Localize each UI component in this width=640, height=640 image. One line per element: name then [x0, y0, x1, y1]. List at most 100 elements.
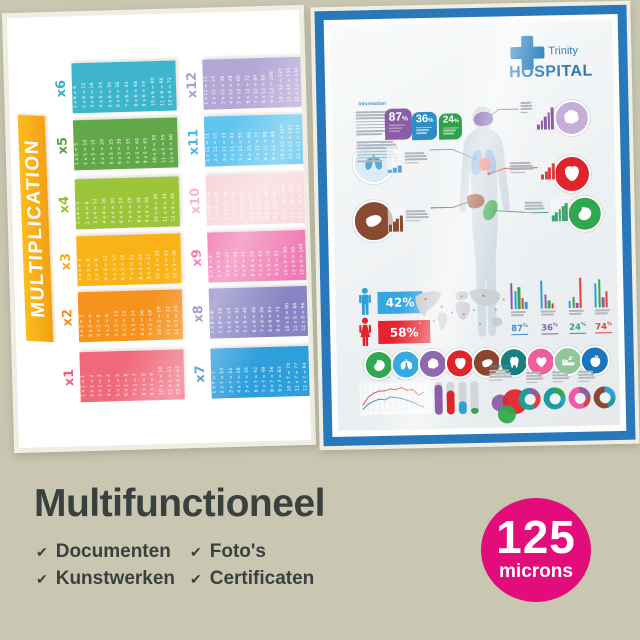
text-line [524, 207, 545, 210]
text-line [442, 129, 457, 132]
mini-bar [551, 163, 556, 180]
text-line [489, 369, 510, 372]
table-label: x3 [58, 252, 75, 271]
hospital-poster: Trinity HOSPITAL Information [314, 4, 636, 447]
equation: 3 x 9 = 27 [225, 251, 231, 278]
table-label: x7 [192, 364, 209, 383]
mini-bar [558, 209, 562, 222]
equation: 8 x 9 = 72 [266, 250, 273, 276]
stat-bar-label: 36% [541, 321, 559, 335]
mini-bar [397, 165, 402, 173]
text-line [404, 152, 425, 154]
equation: 8 x 8 = 64 [268, 306, 275, 332]
equation: 8 x 7 = 56 [270, 366, 276, 392]
heart-mini-chart [539, 158, 557, 180]
equation: 12 x 8 = 96 [301, 302, 308, 332]
equation: 1 x 3 = 3 [77, 258, 84, 282]
mini-bar [543, 116, 547, 130]
equation: 11 x 9 = 99 [291, 246, 298, 276]
text-line [568, 312, 582, 315]
text-line [578, 370, 594, 373]
mini-bar [544, 171, 548, 180]
equation: 2 x 2 = 4 [88, 314, 94, 338]
equation: 6 x 6 = 36 [116, 81, 122, 108]
equation: 6 x 12 = 72 [245, 74, 252, 104]
text-line [405, 216, 429, 219]
equation: 12 x 1 = 12 [176, 365, 182, 395]
equation: 7 x 10 = 70 [256, 190, 263, 220]
text-line [388, 130, 401, 133]
stat-bar-label: 87% [511, 322, 529, 336]
equation: 6 x 5 = 30 [117, 138, 124, 165]
equation: 12 x 12 = 144 [295, 67, 301, 103]
equation: 6 x 2 = 12 [122, 310, 129, 337]
text-line [388, 127, 402, 130]
thickness-badge: 125 microns [481, 498, 591, 602]
brain-circle [417, 348, 449, 380]
table-label: x1 [61, 368, 78, 387]
equation: 9 x 3 = 27 [146, 253, 153, 280]
text-line [510, 310, 526, 313]
feature-label: Kunstwerken [55, 568, 176, 589]
male-stat-value: 42% [385, 295, 415, 310]
tooth-icon [509, 356, 519, 368]
equation: 7 x 8 = 56 [260, 306, 266, 333]
stat-bar [578, 277, 582, 308]
equation: 1 x 12 = 12 [203, 75, 210, 105]
mini-bar [540, 120, 544, 130]
stat-bar [521, 297, 524, 310]
equation: 3 x 12 = 36 [220, 75, 227, 105]
equation: 4 x 5 = 20 [100, 138, 107, 165]
multiplication-title-banner: MULTIPLICATION [17, 114, 54, 343]
check-icon: ✔ [190, 570, 202, 587]
equation: 9 x 8 = 72 [276, 305, 283, 332]
equation: 6 x 10 = 60 [248, 190, 255, 220]
sleep-icon [561, 356, 574, 365]
equation: 12 x 5 = 60 [169, 133, 176, 163]
equation: 10 x 3 = 30 [155, 250, 162, 280]
equation: 1 x 8 = 8 [210, 310, 216, 334]
rounded-bar-fill [458, 401, 467, 415]
equation: 11 x 1 = 11 [167, 366, 174, 395]
equation: 6 x 4 = 24 [119, 197, 126, 224]
text-line [415, 126, 432, 129]
stat-bar [513, 291, 517, 310]
equation: 6 x 8 = 48 [251, 306, 258, 333]
stat-badge: 36% [411, 111, 438, 141]
equation: 12 x 7 = 84 [303, 362, 310, 392]
equation: 3 x 6 = 18 [90, 82, 96, 108]
equation: 11 x 2 = 22 [165, 306, 172, 335]
stat-bar [568, 301, 572, 309]
donut-caption [578, 370, 596, 383]
apple-icon [589, 354, 600, 367]
equation: 2 x 8 = 16 [218, 307, 225, 334]
mini-bar [555, 212, 558, 222]
table-label: x8 [191, 304, 207, 323]
table-label: x10 [187, 187, 204, 215]
rounded-bar-track [458, 381, 467, 415]
apple-circle [579, 345, 611, 376]
equation: 4 x 7 = 28 [236, 367, 243, 393]
stat-bar-group: 74% [594, 277, 615, 334]
heart-callout-text [509, 161, 535, 175]
table-label: x11 [186, 128, 202, 156]
equation: 11 x 5 = 55 [160, 134, 167, 163]
equation: 4 x 6 = 24 [98, 81, 105, 108]
equation: 5 x 3 = 15 [112, 254, 119, 281]
stat-bar [524, 301, 528, 309]
equation: 5 x 7 = 35 [245, 366, 251, 393]
times-table: 1 x 10 = 10 2 x 10 = 20 3 x 10 = 30 4 x 10 … [205, 172, 307, 226]
male-icon [359, 287, 371, 315]
stat-bar [597, 279, 601, 308]
equation: 3 x 3 = 9 [95, 258, 101, 281]
equation: 8 x 2 = 16 [139, 309, 146, 336]
stat-bar [575, 302, 579, 308]
equation: 1 x 10 = 10 [206, 191, 213, 221]
text-line [540, 310, 556, 313]
equation: 3 x 11 = 33 [221, 132, 228, 162]
text-line [510, 314, 524, 316]
